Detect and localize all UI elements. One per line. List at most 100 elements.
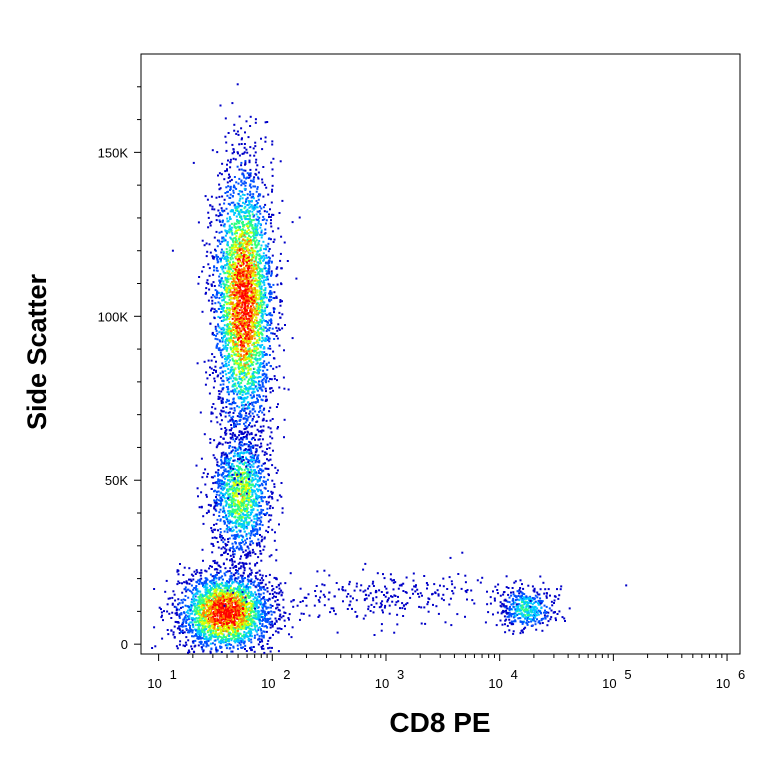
data-point bbox=[205, 570, 208, 573]
data-point bbox=[246, 488, 249, 491]
data-point bbox=[209, 504, 212, 507]
data-point bbox=[194, 588, 197, 591]
data-point bbox=[225, 630, 228, 633]
data-point bbox=[242, 646, 245, 649]
data-point bbox=[263, 610, 266, 613]
data-point bbox=[176, 627, 179, 630]
data-point bbox=[221, 305, 224, 308]
data-point bbox=[251, 206, 254, 209]
data-point bbox=[253, 529, 256, 532]
data-point bbox=[212, 618, 215, 621]
data-point bbox=[168, 612, 171, 615]
data-point bbox=[210, 527, 213, 529]
data-point bbox=[211, 598, 214, 601]
data-point bbox=[247, 501, 250, 504]
data-point bbox=[197, 601, 200, 604]
data-point bbox=[242, 588, 245, 591]
data-point bbox=[258, 354, 260, 357]
data-point bbox=[250, 464, 253, 467]
data-point bbox=[253, 260, 256, 263]
data-point bbox=[220, 316, 223, 319]
data-point bbox=[255, 459, 258, 462]
data-point bbox=[164, 590, 167, 593]
data-point bbox=[279, 613, 282, 616]
data-point bbox=[244, 427, 247, 430]
data-point bbox=[230, 504, 232, 506]
data-point bbox=[211, 565, 213, 568]
data-point bbox=[223, 551, 226, 554]
data-point bbox=[242, 449, 245, 452]
data-point bbox=[229, 577, 232, 580]
data-point bbox=[225, 462, 228, 465]
data-point bbox=[215, 522, 218, 525]
data-point bbox=[257, 465, 260, 468]
data-point bbox=[204, 617, 207, 620]
data-point bbox=[248, 616, 251, 619]
data-point bbox=[217, 499, 220, 502]
data-point bbox=[238, 431, 241, 434]
data-point bbox=[255, 495, 258, 498]
data-point bbox=[232, 479, 235, 482]
data-point bbox=[261, 438, 264, 441]
data-point bbox=[234, 541, 237, 544]
data-point bbox=[222, 633, 225, 636]
data-point bbox=[235, 489, 238, 492]
data-point bbox=[223, 481, 226, 484]
data-point bbox=[230, 615, 233, 618]
data-point bbox=[262, 462, 265, 465]
data-point bbox=[252, 581, 255, 584]
data-point bbox=[238, 482, 241, 485]
data-point bbox=[232, 545, 235, 548]
data-point bbox=[254, 553, 257, 555]
data-point bbox=[227, 176, 230, 179]
data-point bbox=[175, 611, 178, 614]
data-point bbox=[227, 493, 230, 496]
data-point bbox=[239, 632, 242, 635]
data-point bbox=[205, 628, 208, 631]
data-point bbox=[215, 585, 218, 588]
data-point bbox=[208, 599, 211, 602]
data-point bbox=[247, 444, 250, 447]
data-point bbox=[253, 395, 255, 398]
data-point bbox=[241, 494, 244, 496]
data-point bbox=[211, 592, 214, 595]
data-point bbox=[209, 366, 211, 369]
data-point bbox=[226, 593, 229, 596]
data-point bbox=[275, 619, 278, 622]
data-point bbox=[204, 483, 207, 486]
data-point bbox=[240, 485, 243, 488]
data-point bbox=[260, 512, 263, 515]
data-point bbox=[241, 577, 244, 580]
data-point bbox=[220, 651, 223, 653]
data-point bbox=[232, 573, 235, 576]
data-point bbox=[198, 598, 201, 600]
data-point bbox=[226, 608, 229, 611]
data-point bbox=[193, 651, 196, 653]
data-point bbox=[261, 484, 264, 487]
data-point bbox=[201, 548, 204, 551]
data-point bbox=[248, 484, 251, 487]
data-point bbox=[232, 438, 235, 441]
data-point bbox=[206, 583, 209, 586]
data-point bbox=[234, 635, 237, 637]
data-point bbox=[210, 542, 213, 545]
data-point bbox=[207, 503, 210, 506]
data-point bbox=[264, 496, 266, 499]
data-point bbox=[228, 584, 231, 587]
data-point bbox=[256, 523, 259, 526]
data-point bbox=[222, 578, 224, 581]
data-point bbox=[264, 583, 267, 586]
data-point bbox=[188, 631, 191, 634]
data-point bbox=[236, 625, 239, 628]
data-point bbox=[225, 504, 227, 507]
data-point bbox=[247, 497, 250, 500]
data-point bbox=[215, 588, 218, 591]
data-point bbox=[267, 347, 270, 350]
data-point bbox=[189, 621, 192, 624]
data-point bbox=[239, 643, 242, 646]
data-point bbox=[197, 620, 200, 623]
data-point bbox=[258, 285, 261, 288]
data-point bbox=[251, 460, 254, 463]
data-point bbox=[245, 612, 248, 614]
data-point bbox=[251, 479, 254, 482]
